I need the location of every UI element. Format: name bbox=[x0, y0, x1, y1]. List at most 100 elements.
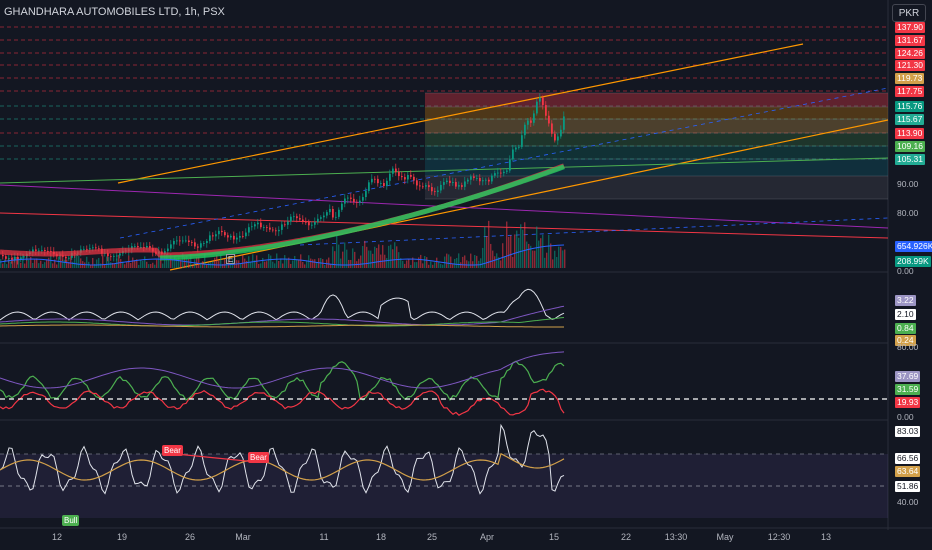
candle-body bbox=[203, 243, 205, 244]
volume-bar bbox=[240, 263, 242, 268]
volume-bar bbox=[382, 245, 384, 268]
volume-bar bbox=[510, 235, 512, 268]
trend-line bbox=[119, 87, 889, 239]
volume-bar bbox=[296, 259, 298, 268]
volume-bar bbox=[138, 264, 140, 268]
candle-body bbox=[11, 258, 13, 260]
candle-body bbox=[86, 248, 88, 250]
volume-bar bbox=[274, 263, 276, 268]
volume-bar bbox=[540, 238, 542, 268]
volume-bar bbox=[32, 262, 34, 268]
volume-bar bbox=[460, 262, 462, 268]
volume-bar bbox=[118, 254, 120, 268]
volume-bar bbox=[304, 264, 306, 268]
volume-bar bbox=[258, 263, 260, 268]
candle-body bbox=[383, 183, 385, 187]
volume-bar bbox=[432, 264, 434, 268]
adx-line bbox=[0, 351, 565, 389]
volume-bar bbox=[418, 257, 420, 268]
volume-bar bbox=[270, 255, 272, 268]
candle-body bbox=[527, 120, 529, 125]
volume-bar bbox=[98, 257, 100, 268]
candle-body bbox=[221, 230, 223, 233]
volume-bar bbox=[160, 258, 162, 268]
volume-bar bbox=[168, 259, 170, 268]
volume-bar bbox=[134, 260, 136, 268]
candle-body bbox=[374, 178, 376, 180]
volume-bar bbox=[24, 263, 26, 268]
price-scale-label: 119.73 bbox=[895, 73, 925, 84]
candle-body bbox=[377, 178, 379, 184]
candle-body bbox=[431, 187, 433, 192]
volume-bar bbox=[420, 254, 422, 268]
candle-body bbox=[89, 248, 91, 250]
volume-bar bbox=[166, 254, 168, 268]
price-scale-label: 80.00 bbox=[897, 342, 919, 352]
volume-bar bbox=[188, 258, 190, 268]
symbol-title[interactable]: GHANDHARA AUTOMOBILES LTD, 1h, PSX bbox=[4, 6, 225, 18]
candle-body bbox=[320, 217, 322, 219]
trend-line bbox=[299, 217, 889, 246]
volume-bar bbox=[44, 262, 46, 268]
volume-bar bbox=[12, 257, 14, 268]
volume-bar bbox=[414, 262, 416, 268]
volume-bar bbox=[550, 243, 552, 268]
candle-body bbox=[362, 197, 364, 201]
volume-bar bbox=[482, 247, 484, 268]
volume-bar bbox=[408, 258, 410, 268]
volume-bar bbox=[452, 263, 454, 268]
volume-bar bbox=[14, 259, 16, 268]
volume-bar bbox=[132, 257, 134, 268]
candle-body bbox=[47, 250, 49, 252]
earnings-event-marker[interactable]: E bbox=[226, 254, 235, 264]
candle-body bbox=[167, 248, 169, 252]
volume-bar bbox=[562, 250, 564, 268]
volume-bar bbox=[314, 259, 316, 268]
candle-body bbox=[548, 115, 550, 124]
candle-body bbox=[452, 182, 454, 183]
candle-body bbox=[95, 247, 97, 249]
volume-bar bbox=[292, 260, 294, 268]
price-scale-label: 131.67 bbox=[895, 35, 925, 46]
candle-body bbox=[503, 171, 505, 174]
candle-body bbox=[545, 105, 547, 116]
volume-bar bbox=[508, 236, 510, 268]
candle-body bbox=[371, 178, 373, 183]
candle-body bbox=[464, 181, 466, 187]
volume-bar bbox=[178, 257, 180, 268]
candle-body bbox=[344, 198, 346, 204]
volume-bar bbox=[492, 250, 494, 268]
volume-bar bbox=[372, 253, 374, 268]
volume-bar bbox=[46, 259, 48, 268]
currency-button[interactable]: PKR bbox=[892, 4, 926, 22]
volume-bar bbox=[522, 229, 524, 268]
price-scale-label: 63.64 bbox=[895, 466, 921, 477]
time-axis-label: Mar bbox=[235, 532, 251, 542]
volume-bar bbox=[546, 252, 548, 268]
volume-bar bbox=[252, 254, 254, 268]
candle-body bbox=[308, 222, 310, 226]
volume-bar bbox=[556, 257, 558, 268]
time-axis-label: 13:30 bbox=[664, 532, 688, 542]
volume-bar bbox=[336, 235, 338, 268]
volume-bar bbox=[298, 259, 300, 268]
candle-body bbox=[209, 235, 211, 242]
volume-bar bbox=[324, 264, 326, 268]
candle-body bbox=[98, 248, 100, 250]
candle-body bbox=[398, 171, 400, 177]
candle-body bbox=[389, 173, 391, 181]
volume-average bbox=[0, 244, 565, 266]
price-scale-label: 654.926K bbox=[895, 241, 932, 252]
volume-bar bbox=[490, 243, 492, 268]
volume-bar bbox=[204, 253, 206, 268]
price-scale-label: 124.26 bbox=[895, 48, 925, 59]
candle-body bbox=[185, 240, 187, 242]
candle-body bbox=[305, 221, 307, 223]
volume-bar bbox=[538, 240, 540, 268]
volume-bar bbox=[288, 257, 290, 268]
volume-bar bbox=[434, 262, 436, 268]
volume-bar bbox=[6, 264, 8, 268]
volume-bar bbox=[480, 258, 482, 268]
volume-bar bbox=[518, 237, 520, 268]
